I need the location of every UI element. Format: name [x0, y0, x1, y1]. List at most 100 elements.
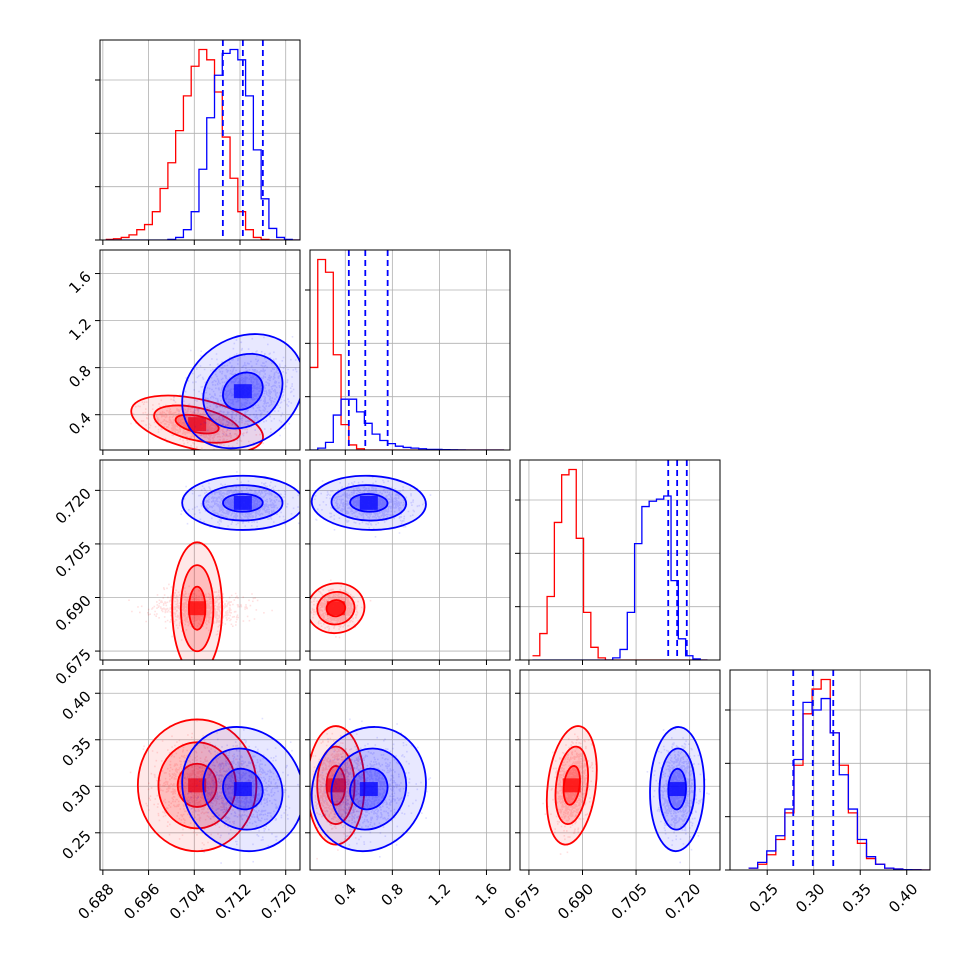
scatter-panel-3-2: 0.675 0.690 0.705 0.720: [501, 669, 721, 923]
x-tick-label: 0.690: [554, 880, 597, 923]
x-tick-label: 0.40: [885, 880, 921, 916]
x-tick-label: 0.8: [378, 880, 408, 910]
y-tick-label: 0.8: [65, 362, 95, 392]
density-peak: [188, 778, 207, 793]
contour-line-red: [179, 564, 215, 653]
histogram-blue: [105, 48, 300, 240]
contour-line-blue: [310, 474, 427, 531]
density-peak: [668, 782, 687, 797]
y-tick-label: 1.2: [65, 315, 95, 345]
plot-area: [532, 460, 708, 660]
axes-frame: [309, 249, 511, 451]
axes-frame: [309, 669, 511, 871]
density-peak: [359, 782, 378, 797]
axes-frame: [309, 459, 511, 661]
density-peak: [326, 601, 345, 616]
y-tick-label: 0.35: [58, 734, 94, 770]
contour-line-red: [316, 745, 356, 825]
histogram-panel-0: [95, 39, 301, 245]
x-tick-label: 0.712: [212, 880, 255, 923]
x-tick-label: 0.35: [839, 880, 875, 916]
scatter-point: [316, 718, 432, 858]
scatter-panel-2-1: [305, 459, 511, 665]
histogram-panel-1: [305, 249, 511, 455]
contour-line-red: [325, 599, 347, 618]
x-tick-label: 0.4: [330, 880, 360, 910]
contour-line-blue: [349, 493, 389, 513]
scatter-point: [182, 717, 300, 864]
contour-line-blue: [222, 493, 264, 513]
density-peak: [359, 495, 378, 510]
plot-area: [129, 717, 300, 864]
y-tick-label: 0.4: [65, 409, 95, 439]
histogram-blue: [748, 697, 930, 870]
density-peak: [188, 417, 207, 432]
x-tick-label: 0.675: [501, 880, 544, 923]
scatter-panel-2-0: 0.675 0.690 0.705 0.720: [52, 459, 301, 688]
x-tick-label: 0.696: [120, 880, 163, 923]
axes-frame: [519, 669, 721, 871]
y-tick-label: 1.6: [65, 268, 95, 298]
contour-line-red: [554, 745, 589, 825]
density-peak: [233, 384, 252, 399]
x-tick-label: 0.688: [75, 880, 118, 923]
histogram-panel-3: 0.25 0.30 0.35 0.40: [725, 669, 931, 916]
contour-line-red: [325, 765, 347, 806]
plot-area: [310, 718, 432, 860]
histogram-panel-2: [515, 459, 721, 665]
contour-line-red: [188, 585, 207, 631]
y-tick-label: 0.30: [58, 780, 94, 816]
plot-area: [105, 40, 300, 240]
axes-frame: [99, 249, 301, 451]
contour-line-red: [316, 591, 356, 626]
contour-line-blue: [330, 484, 408, 522]
contour-line-blue: [202, 352, 284, 430]
axes-frame: [99, 459, 301, 661]
axes-frame: [519, 459, 721, 661]
axes-frame: [99, 39, 301, 241]
y-tick-label: 0.25: [58, 827, 94, 863]
contour-line-red: [174, 413, 220, 435]
density-peak: [233, 782, 252, 797]
scatter-points-red: [542, 730, 597, 855]
contour-line-blue: [649, 726, 706, 853]
contour-line-red: [310, 582, 366, 635]
density-peak: [233, 495, 252, 510]
plot-area: [542, 725, 710, 864]
contour-line-blue: [202, 747, 284, 831]
histogram-blue: [532, 495, 708, 660]
gridlines: [520, 670, 720, 870]
x-tick-label: 0.705: [608, 880, 651, 923]
contour-line-blue: [222, 371, 264, 411]
scatter-points-blue: [316, 718, 432, 858]
gridlines: [100, 460, 300, 660]
contour-line-blue: [658, 747, 696, 831]
scatter-points-red: [310, 726, 374, 860]
contour-line-blue: [310, 726, 427, 853]
contour-line-blue: [330, 747, 408, 831]
x-tick-label: 0.25: [746, 880, 782, 916]
gridlines: [100, 40, 300, 240]
plot-area: [748, 670, 930, 870]
x-tick-label: 1.6: [472, 880, 502, 910]
gridlines: [310, 460, 510, 660]
y-tick-label: 0.720: [52, 484, 95, 527]
density-peak: [562, 778, 581, 793]
histogram-red: [310, 258, 505, 450]
plot-area: [310, 250, 505, 450]
axes-frame: [99, 669, 301, 871]
histogram-red: [532, 468, 708, 660]
contour-line-red: [171, 541, 223, 660]
contour-line-red: [562, 765, 581, 806]
density-peak: [188, 601, 207, 616]
histogram-red: [105, 48, 300, 240]
scatter-panel-3-1: 0.4 0.8 1.2 1.6: [305, 669, 511, 910]
scatter-points-blue: [182, 717, 300, 864]
contour-line-red: [136, 718, 258, 853]
gridlines: [310, 250, 510, 450]
contour-line-blue: [181, 474, 300, 531]
contour-line-blue: [202, 484, 284, 522]
x-tick-label: 0.720: [661, 880, 704, 923]
y-tick-label: 0.705: [52, 538, 95, 581]
